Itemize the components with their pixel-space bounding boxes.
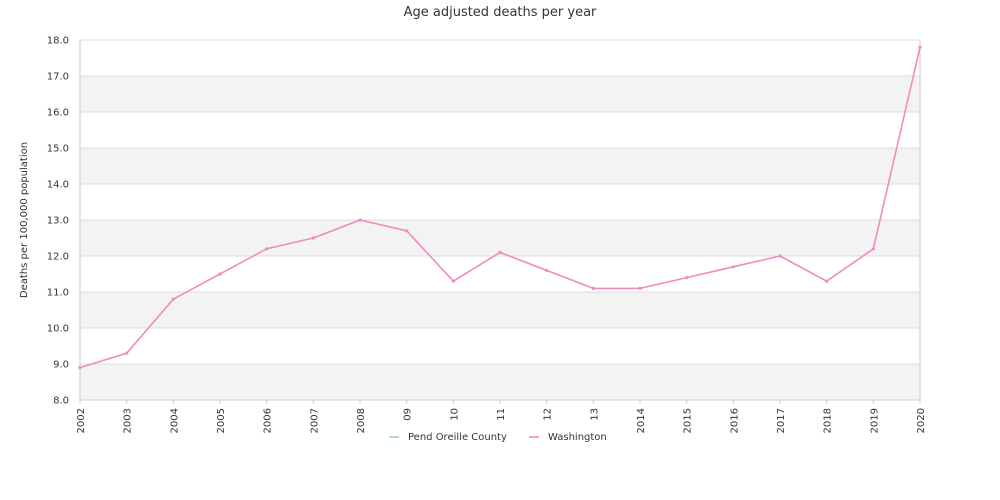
- legend-label-pend-oreille-county: Pend Oreille County: [408, 432, 507, 443]
- data-point: [265, 247, 269, 251]
- y-tick-label: 17.0: [47, 72, 69, 83]
- legend-label-washington: Washington: [548, 432, 607, 443]
- y-axis-ticks: 8.0 9.0 10.0 11.0 12.0 13.0 14.0 15.0 16.0 17.0 18…: [47, 36, 69, 407]
- data-point: [731, 265, 735, 269]
- y-tick-label: 11.0: [47, 288, 69, 299]
- x-tick-label: 2014: [636, 408, 647, 433]
- x-tick-label: 2006: [263, 408, 274, 433]
- x-tick-label: 13: [589, 408, 600, 421]
- legend: Pend Oreille County Washington: [389, 432, 607, 443]
- x-tick-label: 2019: [869, 408, 880, 433]
- background-band: [80, 148, 920, 184]
- x-tick-label: 2017: [776, 408, 787, 433]
- chart-title: Age adjusted deaths per year: [404, 5, 597, 20]
- data-point: [78, 366, 82, 370]
- y-tick-label: 14.0: [47, 180, 69, 191]
- series-layer: [78, 45, 922, 370]
- data-point: [591, 286, 595, 290]
- data-point: [498, 250, 502, 254]
- y-tick-label: 8.0: [53, 396, 69, 407]
- data-point: [918, 45, 922, 49]
- data-point: [545, 268, 549, 272]
- data-point: [871, 247, 875, 251]
- data-point: [171, 297, 175, 301]
- x-tick-label: 2016: [729, 408, 740, 433]
- x-axis-ticks: 2002 2003 2004 2005 2006 2007 2008 09 10 11 12 13 20…: [76, 408, 927, 433]
- x-tick-label: 2007: [309, 408, 320, 433]
- background-band: [80, 364, 920, 400]
- data-point: [311, 236, 315, 240]
- data-point: [358, 218, 362, 222]
- x-tick-label: 2018: [823, 408, 834, 433]
- x-tick-label: 09: [403, 408, 414, 421]
- y-tick-label: 13.0: [47, 216, 69, 227]
- background-band: [80, 292, 920, 328]
- data-point: [405, 229, 409, 233]
- y-tick-label: 15.0: [47, 144, 69, 155]
- y-tick-label: 9.0: [53, 360, 69, 371]
- y-tick-label: 16.0: [47, 108, 69, 119]
- x-tick-label: 2005: [216, 408, 227, 433]
- x-tick-label: 2003: [123, 408, 134, 433]
- y-tick-label: 12.0: [47, 252, 69, 263]
- y-tick-label: 18.0: [47, 36, 69, 47]
- x-tick-label: 2020: [916, 408, 927, 433]
- y-axis-label: Deaths per 100,000 population: [19, 142, 30, 298]
- x-tick-label: 10: [449, 408, 460, 421]
- background-band: [80, 220, 920, 256]
- x-tick-label: 2008: [356, 408, 367, 433]
- data-point: [451, 279, 455, 283]
- background-bands: [80, 76, 920, 400]
- data-point: [638, 286, 642, 290]
- x-tick-label: 12: [543, 408, 554, 421]
- axes: [79, 40, 921, 404]
- data-point: [125, 351, 129, 355]
- x-tick-label: 2004: [169, 408, 180, 433]
- x-tick-label: 2002: [76, 408, 87, 433]
- background-band: [80, 76, 920, 112]
- data-point: [218, 272, 222, 276]
- x-tick-label: 11: [496, 408, 507, 421]
- gridlines: [80, 39, 920, 401]
- y-tick-label: 10.0: [47, 324, 69, 335]
- data-point: [685, 276, 689, 280]
- data-point: [778, 254, 782, 258]
- data-point: [825, 279, 829, 283]
- x-tick-label: 2015: [683, 408, 694, 433]
